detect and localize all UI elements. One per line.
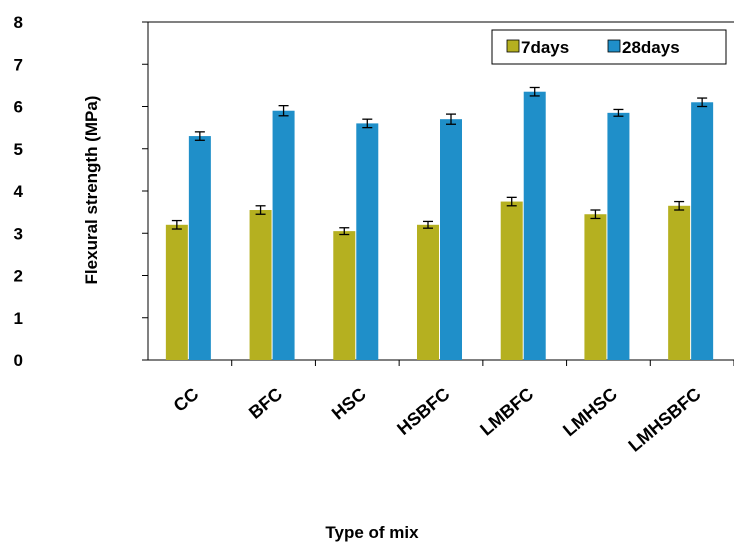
- x-category-label: BFC: [245, 384, 286, 423]
- legend-label-7days: 7days: [521, 38, 569, 57]
- bar-28days: [440, 119, 462, 360]
- bar-28days: [272, 110, 295, 360]
- y-axis-title: Flexural strength (MPa): [82, 96, 101, 285]
- legend-label-28days: 28days: [622, 38, 680, 57]
- x-axis-title: Type of mix: [325, 523, 419, 542]
- x-category-label: LMHSBFC: [624, 384, 704, 456]
- legend-swatch-7days: [506, 39, 520, 53]
- x-category-label: HSC: [328, 384, 370, 424]
- y-axis-ticks: 0 1 2 3 4 5 6 7 8: [14, 13, 148, 370]
- y-tick-label: 4: [14, 182, 24, 201]
- bar-7days: [668, 205, 691, 360]
- bar-28days: [523, 91, 546, 361]
- bars: [165, 86, 714, 361]
- y-tick-label: 1: [14, 309, 23, 328]
- y-tick-label: 8: [14, 13, 23, 32]
- x-category-label: LMHSC: [559, 384, 621, 440]
- legend: 7days 28days: [491, 29, 727, 65]
- x-axis-categories: CC BFC HSC HSBFC LMBFC LMHSC LMHSBFC: [170, 360, 734, 456]
- bar-7days: [500, 201, 523, 360]
- bar-28days: [356, 123, 379, 361]
- bar-28days: [188, 136, 211, 360]
- bar-7days: [417, 224, 439, 360]
- y-tick-label: 0: [14, 351, 23, 370]
- y-tick-label: 6: [14, 98, 23, 117]
- bar-7days: [584, 214, 607, 360]
- legend-swatch-28days: [607, 39, 621, 53]
- y-tick-label: 2: [14, 267, 23, 286]
- bar-7days: [333, 231, 356, 360]
- bar-7days: [165, 224, 188, 360]
- x-category-label: LMBFC: [476, 384, 537, 440]
- bar-28days: [691, 102, 714, 361]
- y-tick-label: 3: [14, 224, 23, 243]
- x-category-label: HSBFC: [393, 384, 453, 439]
- x-category-label: CC: [170, 384, 203, 416]
- y-tick-label: 7: [14, 55, 23, 74]
- y-tick-label: 5: [14, 140, 23, 159]
- bar-7days: [249, 210, 272, 360]
- bar-28days: [607, 112, 630, 361]
